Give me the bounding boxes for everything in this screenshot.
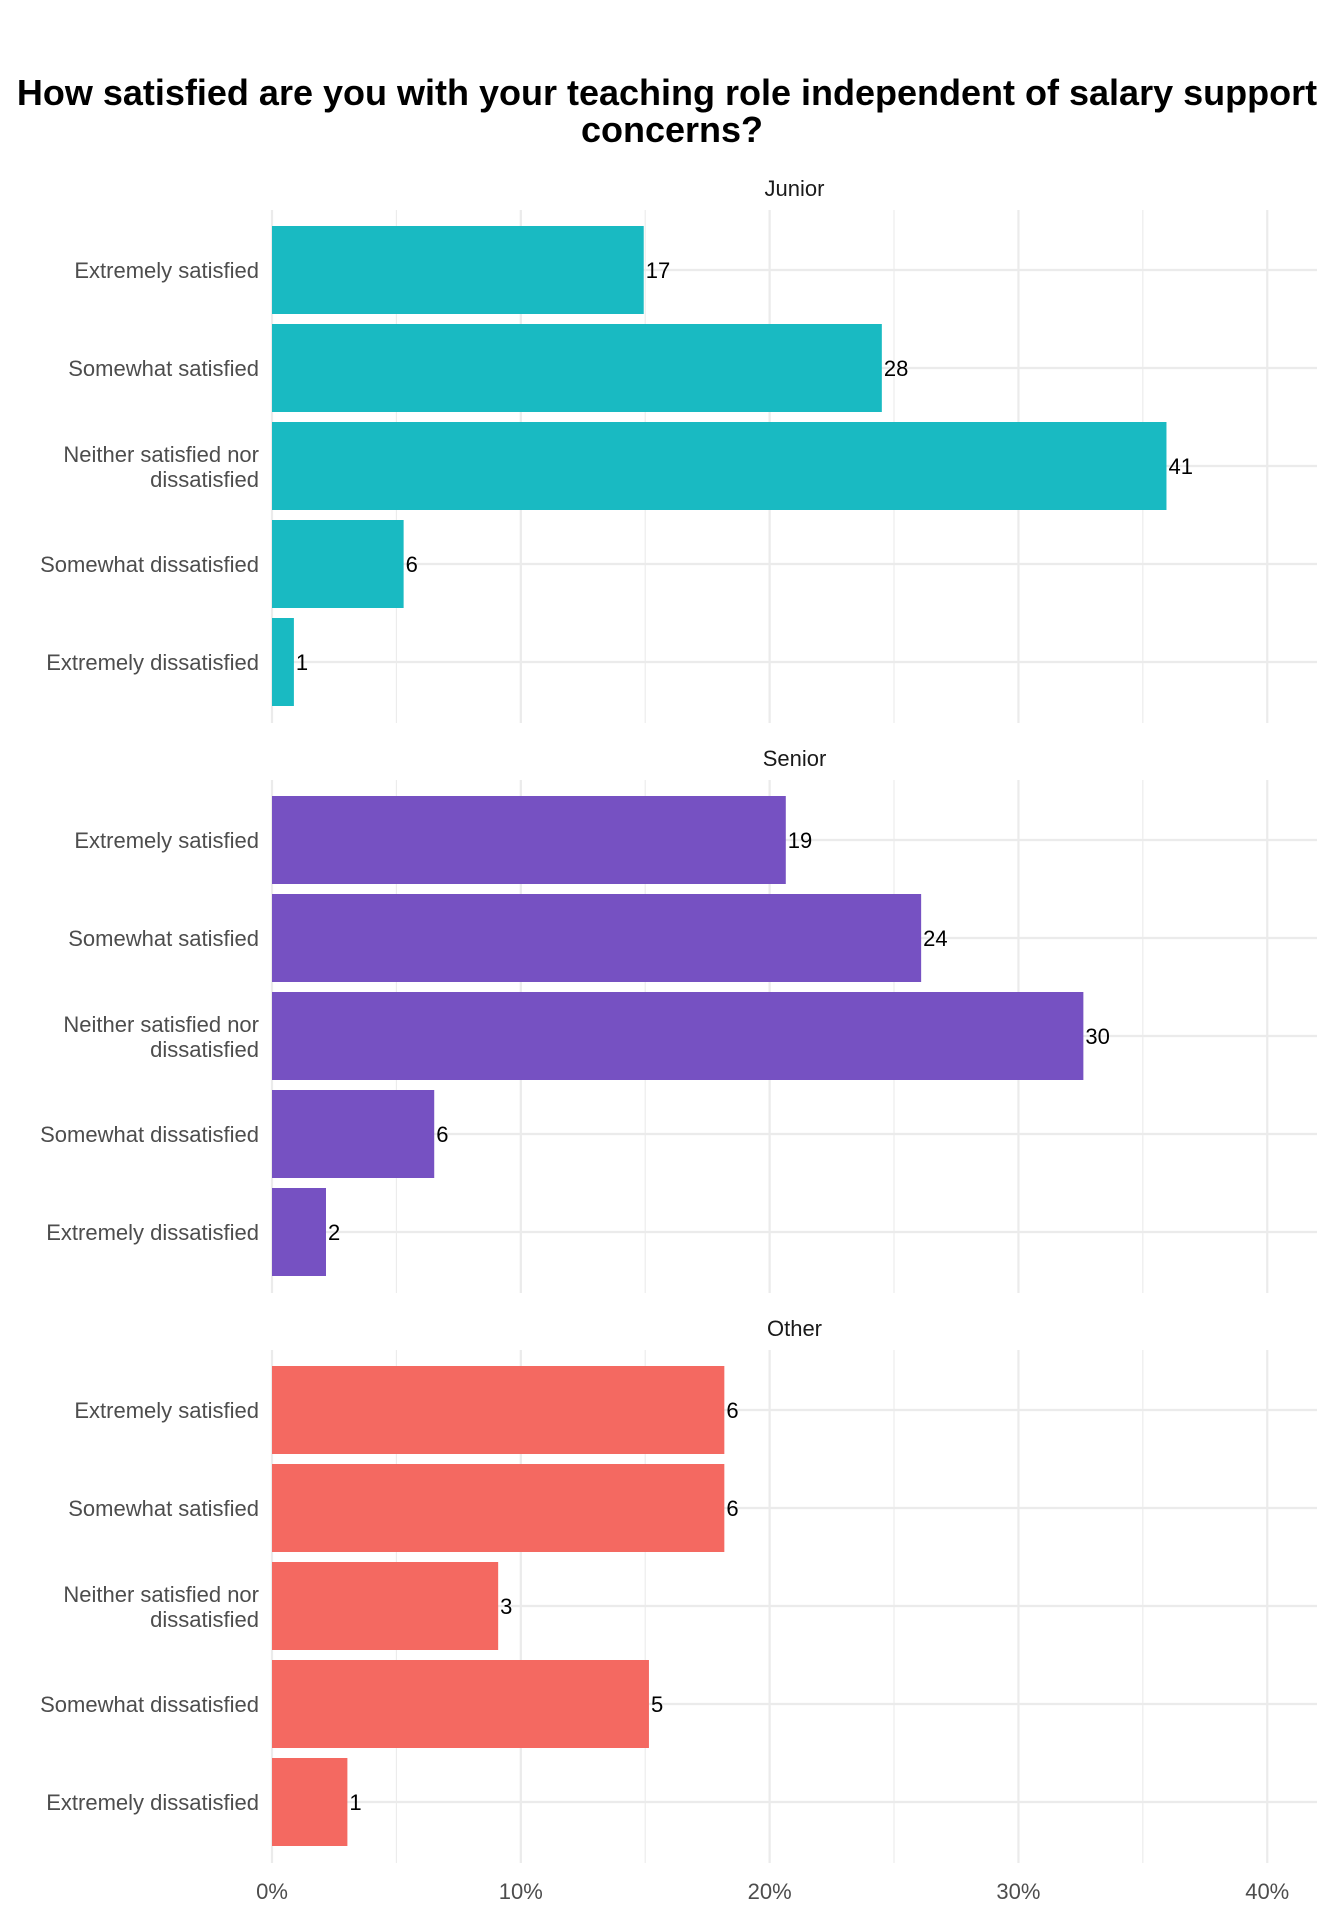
- bar-junior-1: [272, 226, 644, 314]
- data-label: 1: [296, 650, 308, 675]
- category-label-line: dissatisfied: [150, 1037, 259, 1062]
- bar-junior-5: [272, 618, 294, 706]
- data-label: 28: [884, 356, 908, 381]
- data-label: 6: [726, 1398, 738, 1423]
- category-label: Somewhat satisfied: [68, 1496, 259, 1521]
- facet-label: Senior: [763, 746, 827, 771]
- category-label-line: Neither satisfied nor: [63, 1582, 259, 1607]
- facet-label: Junior: [765, 176, 825, 201]
- bar-senior-4: [272, 1090, 435, 1178]
- category-label: Somewhat dissatisfied: [40, 1122, 259, 1147]
- category-label-line: Neither satisfied nor: [63, 442, 259, 467]
- bar-junior-4: [272, 520, 404, 608]
- category-label: Neither satisfied nor dissatisfied: [63, 1012, 259, 1062]
- category-label: Somewhat dissatisfied: [40, 1692, 259, 1717]
- facet-label: Other: [767, 1316, 822, 1341]
- facet-panel-junior: Junior 17 Extremely satisfied 28 Somewhat sa…: [40, 176, 1317, 723]
- x-tick-label: 10%: [499, 1879, 543, 1904]
- data-label: 24: [923, 926, 947, 951]
- category-label: Somewhat satisfied: [68, 926, 259, 951]
- data-label: 5: [651, 1692, 663, 1717]
- category-label: Extremely dissatisfied: [46, 1220, 259, 1245]
- facet-panels: Junior 17 Extremely satisfied 28 Somewhat sa…: [40, 176, 1317, 1904]
- data-label: 17: [646, 258, 670, 283]
- bar-other-4: [272, 1660, 649, 1748]
- bar-other-2: [272, 1464, 725, 1552]
- x-tick-label: 30%: [996, 1879, 1040, 1904]
- category-label: Extremely satisfied: [74, 1398, 259, 1423]
- category-label: Extremely satisfied: [74, 828, 259, 853]
- data-label: 19: [788, 828, 812, 853]
- category-label: Somewhat dissatisfied: [40, 552, 259, 577]
- x-tick-label: 20%: [748, 1879, 792, 1904]
- chart-title: How satisfied are you with your teaching…: [17, 72, 1327, 150]
- bar-other-3: [272, 1562, 499, 1650]
- category-label: Neither satisfied nor dissatisfied: [63, 442, 259, 492]
- data-label: 30: [1085, 1024, 1109, 1049]
- bar-senior-3: [272, 992, 1084, 1080]
- x-tick-label: 40%: [1245, 1879, 1289, 1904]
- category-label: Somewhat satisfied: [68, 356, 259, 381]
- data-label: 1: [349, 1790, 361, 1815]
- x-tick-label: 0%: [256, 1879, 288, 1904]
- bar-other-5: [272, 1758, 348, 1846]
- data-label: 6: [436, 1122, 448, 1147]
- bar-junior-2: [272, 324, 882, 412]
- bar-senior-1: [272, 796, 786, 884]
- bar-senior-2: [272, 894, 922, 982]
- bar-junior-3: [272, 422, 1167, 510]
- category-label-line: dissatisfied: [150, 1607, 259, 1632]
- x-axis: 0% 10% 20% 30% 40%: [256, 1879, 1289, 1904]
- data-label: 41: [1168, 454, 1192, 479]
- category-label: Extremely dissatisfied: [46, 650, 259, 675]
- data-label: 3: [500, 1594, 512, 1619]
- facet-panel-other: Other 6 Extremely satisfied 6 Somewhat satis…: [40, 1316, 1317, 1863]
- category-label: Extremely dissatisfied: [46, 1790, 259, 1815]
- chart-title-line-2: concerns?: [581, 109, 763, 150]
- facet-panel-senior: Senior 19 Extremely satisfied 24 Somewhat sa…: [40, 746, 1317, 1293]
- data-label: 6: [726, 1496, 738, 1521]
- category-label: Neither satisfied nor dissatisfied: [63, 1582, 259, 1632]
- bar-senior-5: [272, 1188, 326, 1276]
- category-label: Extremely satisfied: [74, 258, 259, 283]
- data-label: 6: [406, 552, 418, 577]
- data-label: 2: [328, 1220, 340, 1245]
- category-label-line: Neither satisfied nor: [63, 1012, 259, 1037]
- category-label-line: dissatisfied: [150, 467, 259, 492]
- bar-other-1: [272, 1366, 725, 1454]
- chart-title-line-1: How satisfied are you with your teaching…: [17, 72, 1317, 113]
